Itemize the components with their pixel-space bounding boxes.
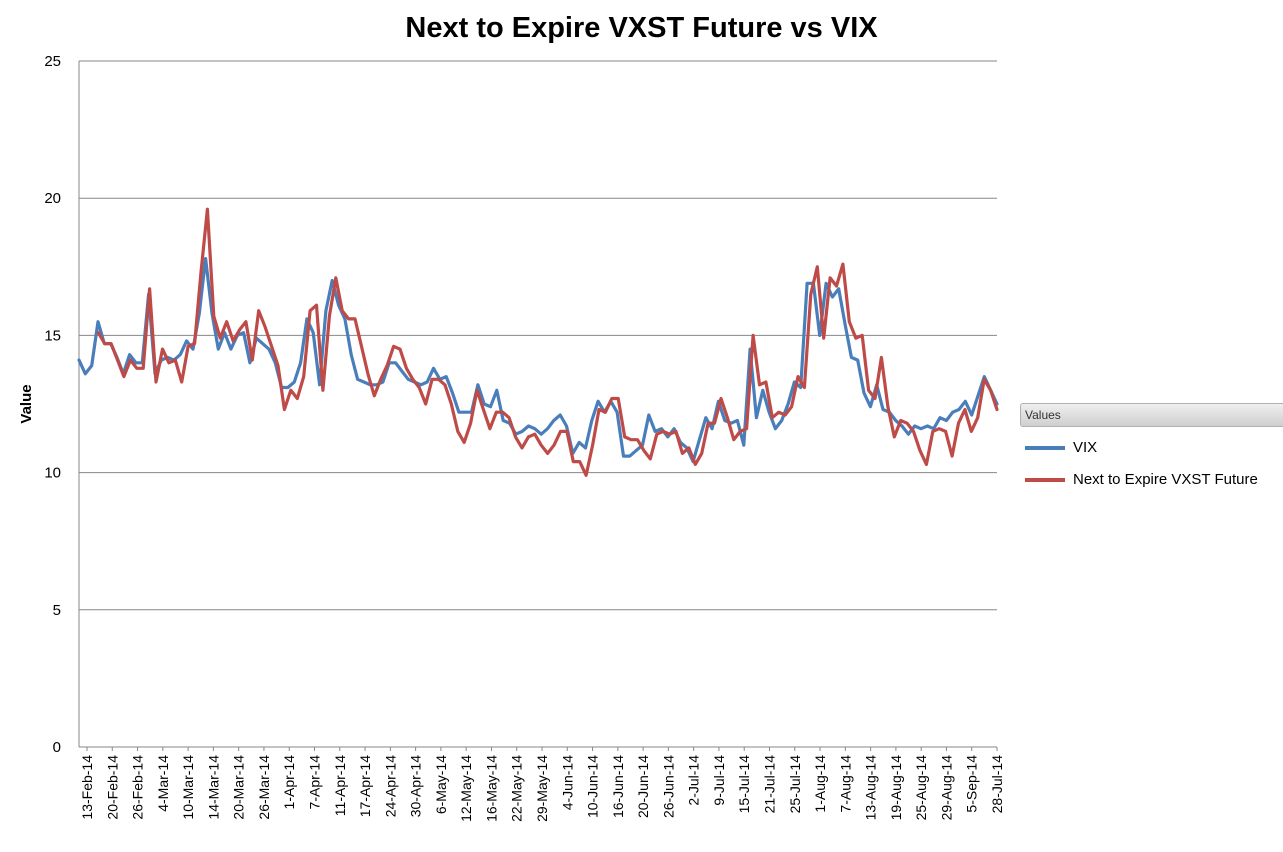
x-tick-label: 16-May-14: [483, 755, 499, 822]
y-tick-label: 15: [44, 327, 61, 344]
x-tick-label: 26-Jun-14: [660, 755, 676, 818]
x-tick-label: 1-Apr-14: [281, 755, 297, 810]
y-tick-label: 20: [44, 190, 61, 207]
x-tick-label: 1-Aug-14: [812, 755, 828, 813]
x-tick-label: 26-Mar-14: [256, 755, 272, 820]
x-tick-label: 10-Jun-14: [585, 755, 601, 818]
x-tick-label: 7-Apr-14: [307, 755, 323, 810]
x-tick-label: 13-Feb-14: [79, 755, 95, 820]
x-tick-label: 28-Jul-14: [989, 755, 1005, 814]
x-tick-label: 11-Apr-14: [332, 755, 348, 816]
y-tick-label: 25: [44, 53, 61, 70]
legend-swatch-vxst: [1025, 478, 1065, 482]
series-line-vix: [77, 257, 999, 464]
x-tick-label: 25-Aug-14: [913, 755, 929, 821]
x-tick-label: 21-Jul-14: [762, 755, 778, 814]
y-tick-label: 10: [44, 465, 61, 482]
x-tick-label: 15-Jul-14: [736, 755, 752, 814]
x-tick-label: 25-Jul-14: [787, 755, 803, 814]
x-tick-label: 4-Mar-14: [155, 755, 171, 812]
chart-title: Next to Expire VXST Future vs VIX: [405, 12, 878, 44]
x-tick-label: 17-Apr-14: [357, 755, 373, 817]
x-tick-label: 19-Aug-14: [888, 755, 904, 821]
x-tick-label: 14-Mar-14: [205, 755, 221, 820]
legend-swatch-vix: [1025, 446, 1065, 450]
legend-label-vix: VIX: [1073, 439, 1098, 456]
x-tick-label: 20-Mar-14: [231, 755, 247, 820]
x-tick-label: 13-Aug-14: [863, 755, 879, 821]
x-tick-label: 29-Aug-14: [938, 755, 954, 821]
x-tick-label: 24-Apr-14: [382, 755, 398, 817]
legend: Values VIX Next to Expire VXST Future: [1020, 403, 1283, 503]
x-tick-label: 20-Jun-14: [635, 755, 651, 818]
x-tick-label: 10-Mar-14: [180, 755, 196, 820]
series-line-vxst: [96, 207, 999, 477]
x-tick-label: 26-Feb-14: [130, 755, 146, 820]
legend-title: Values: [1020, 403, 1283, 427]
x-tick-label: 16-Jun-14: [610, 755, 626, 818]
y-tick-label: 0: [53, 739, 61, 756]
x-tick-label: 5-Sep-14: [964, 755, 980, 813]
x-tick-label: 9-Jul-14: [711, 755, 727, 806]
y-axis-title: Value: [18, 384, 35, 423]
x-tick-label: 4-Jun-14: [559, 755, 575, 810]
x-tick-label: 20-Feb-14: [104, 755, 120, 820]
x-tick-label: 22-May-14: [509, 755, 525, 822]
x-tick-label: 30-Apr-14: [408, 755, 424, 817]
x-tick-label: 12-May-14: [458, 755, 474, 822]
legend-label-vxst: Next to Expire VXST Future: [1073, 471, 1258, 488]
x-tick-label: 7-Aug-14: [837, 755, 853, 813]
x-tick-label: 6-May-14: [433, 755, 449, 814]
x-tick-label: 2-Jul-14: [686, 755, 702, 806]
y-tick-label: 5: [53, 602, 61, 619]
x-tick-label: 29-May-14: [534, 755, 550, 822]
